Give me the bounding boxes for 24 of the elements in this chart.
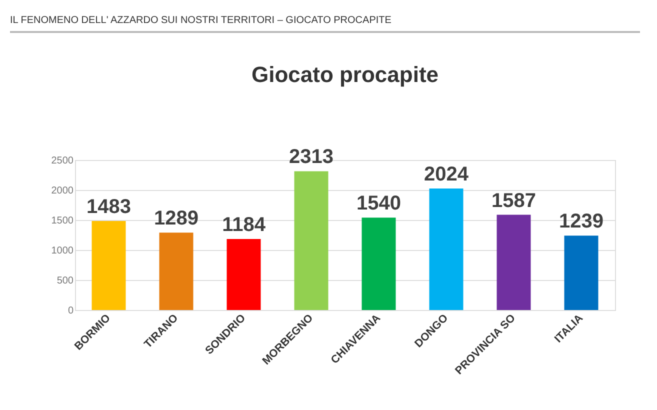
chart-title: Giocato procapite (251, 62, 439, 87)
data-label: 1239 (559, 210, 604, 233)
bar (429, 188, 464, 310)
data-label: 2024 (424, 164, 470, 186)
y-tick-label: 1000 (51, 246, 74, 256)
bar (159, 232, 194, 310)
data-label: 1540 (356, 192, 401, 215)
y-tick-label: 2000 (51, 186, 74, 196)
bar (226, 238, 261, 310)
bar (564, 236, 598, 310)
y-tick-label: 1500 (51, 216, 74, 226)
y-tick-label: 0 (68, 306, 74, 316)
data-label: 1587 (492, 190, 536, 212)
data-label: 1289 (154, 208, 198, 230)
y-tick-label: 500 (56, 276, 74, 286)
bar (362, 218, 396, 310)
data-label: 1483 (86, 196, 131, 218)
bar (294, 171, 328, 310)
text: IL FENOMENO DELL' AZZARDO SUI NOSTRI TERRITORI – GIOCATO PROCAPITE (10, 15, 392, 26)
data-label: 1184 (222, 214, 266, 236)
data-label: 2313 (289, 146, 334, 168)
y-tick-label: 2500 (51, 156, 74, 166)
bar (496, 214, 531, 310)
bar (92, 221, 126, 310)
